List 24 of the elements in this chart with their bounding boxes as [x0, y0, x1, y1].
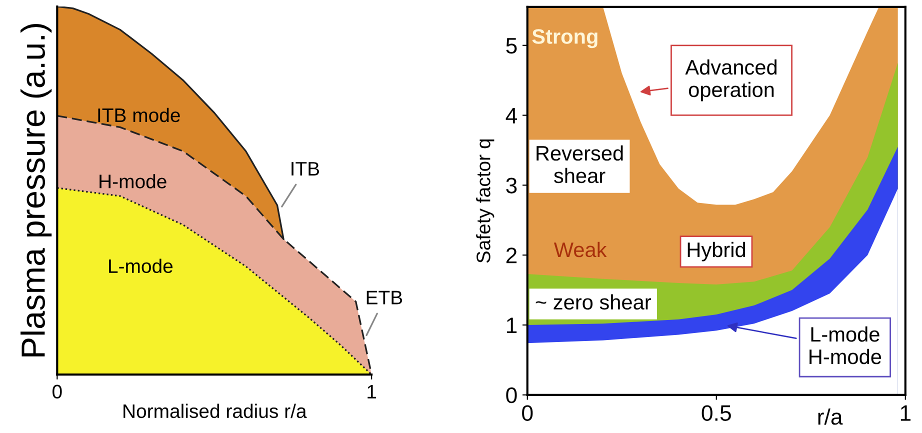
annotation: Weak — [554, 242, 607, 258]
annotation: L-mode H-mode — [810, 326, 882, 364]
annotation: Reversed shear — [536, 145, 623, 184]
x-axis-title: Normalised radius r/a — [124, 404, 307, 418]
annotation: H-mode — [100, 174, 166, 188]
annotation: Strong — [532, 29, 598, 48]
x-tick-label: 1 — [900, 405, 910, 421]
annotation: ITB mode — [98, 108, 180, 122]
x-tick-label: 0.5 — [702, 405, 731, 421]
x-tick-label: 0 — [522, 405, 533, 421]
y-tick-label: 5 — [506, 38, 517, 54]
annotation: Advanced operation — [685, 59, 777, 102]
annotation: ITB — [292, 162, 320, 176]
y-tick-label: 2 — [506, 248, 517, 264]
annotation: ETB — [366, 290, 402, 304]
x-axis-title: r/a — [818, 408, 843, 425]
y-axis-title: Plasma pressure (a.u.) — [20, 24, 52, 356]
y-tick-label: 1 — [507, 318, 517, 334]
annotation: ~ zero shear — [536, 294, 651, 310]
y-tick-label: 4 — [506, 108, 518, 124]
y-tick-label: 3 — [506, 178, 517, 194]
annotation: Hybrid — [688, 242, 746, 262]
y-axis-title: Safety factor q — [476, 139, 494, 263]
annotation: L-mode — [109, 258, 173, 274]
